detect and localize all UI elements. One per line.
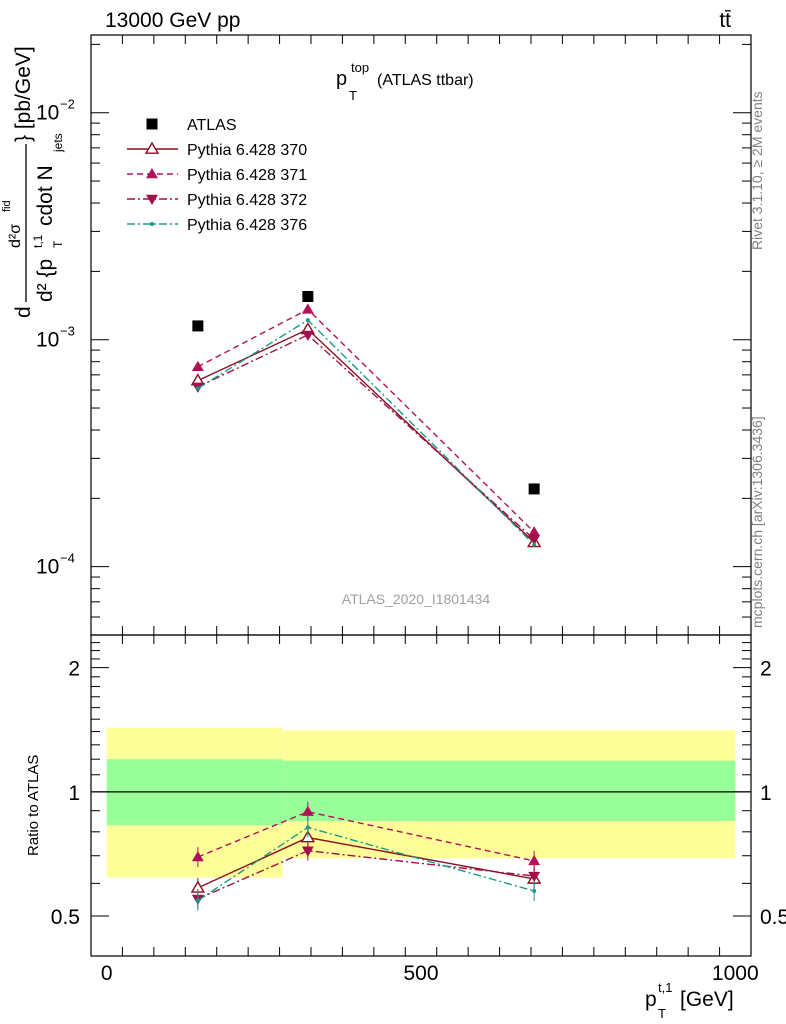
ylabel-denominator: d² {p <box>34 259 57 302</box>
ratio-ytick-label: 1 <box>68 782 80 805</box>
legend-label-3: Pythia 6.428 372 <box>187 192 307 209</box>
x-tick-label: 1000 <box>712 962 759 985</box>
ratio-ytick-label: 2 <box>68 658 80 681</box>
upper-series-2-point <box>528 526 541 537</box>
legend-label-2: Pythia 6.428 371 <box>187 167 307 184</box>
upper-series-line-2 <box>197 308 535 533</box>
upper-ytick-exp: −4 <box>60 551 75 566</box>
x-tick-label: 500 <box>403 962 438 985</box>
ratio-series-2-point <box>528 871 541 883</box>
x-tick-label: 0 <box>101 962 113 985</box>
upper-series-line-4 <box>197 319 535 546</box>
ratio-ylabel: Ratio to ATLAS <box>25 755 42 856</box>
ratio-series-1-point <box>301 805 314 816</box>
ylabel-denominator-sub2: jets <box>51 133 65 153</box>
ratio-band-green-1 <box>282 760 736 821</box>
upper-series-line-3 <box>197 334 535 540</box>
ratio-series-3-point <box>195 898 200 903</box>
xlabel-main: p <box>645 988 657 1011</box>
ratio-ytick-label: 0.5 <box>51 906 80 929</box>
ylabel-d: d <box>12 306 35 318</box>
upper-series-2-point <box>301 303 314 314</box>
ratio-series-1-point <box>191 851 204 862</box>
legend-marker-2 <box>146 168 158 179</box>
upper-ytick-label: 10 <box>36 102 59 125</box>
ratio-series-3-point <box>532 888 537 893</box>
ylabel-numerator: d²σ <box>7 224 24 248</box>
ratio-series-1-point <box>528 854 541 866</box>
title-sub: T <box>349 88 357 103</box>
ratio-bands <box>91 727 751 878</box>
ratio-ytick-label-right: 1 <box>760 782 772 805</box>
xlabel-unit: [GeV] <box>680 988 734 1011</box>
legend-marker-4 <box>150 222 154 226</box>
upper-ytick-label: 10 <box>36 329 59 352</box>
header-left: 13000 GeV pp <box>105 9 240 32</box>
ylabel-denominator-sub: T <box>51 240 65 248</box>
ratio-series-3-point <box>305 825 310 830</box>
series-layer <box>190 290 542 911</box>
upper-series-2-point <box>191 360 204 371</box>
legend: ATLAS Pythia 6.428 370 Pythia 6.428 371 Pyt… <box>127 117 307 234</box>
title-main: p <box>336 68 347 90</box>
legend-label-4: Pythia 6.428 376 <box>187 217 307 234</box>
ylabel-denominator-rest: cdot N <box>34 165 57 226</box>
upper-ytick-exp: −2 <box>60 97 75 112</box>
title-sup: top <box>351 60 369 75</box>
ratio-ytick-label-right: 2 <box>760 658 772 681</box>
xlabel-sub: T <box>658 1006 666 1021</box>
mcplots-label: mcplots.cern.ch [arXiv:1306.3436] <box>749 416 765 628</box>
legend-marker-1 <box>144 141 160 154</box>
ratio-ytick-label-right: 0.5 <box>760 906 786 929</box>
upper-series-4-point <box>305 318 310 323</box>
legend-label-1: Pythia 6.428 370 <box>187 142 307 159</box>
ylabel-numerator-sup: fid <box>1 200 13 212</box>
axis-ticks: 10−410−310 −20.5 0.51 12 20 500 1000 <box>36 35 786 985</box>
ratio-series-line-1 <box>197 810 535 862</box>
upper-series-4-point <box>532 542 537 547</box>
header-right: tt̄ <box>719 9 731 32</box>
ylabel-denominator-sup: t,1 <box>31 234 45 248</box>
upper-series-4-point <box>195 386 200 391</box>
x-axis-label: p t,1 T [GeV] <box>645 980 734 1021</box>
legend-marker-0 <box>146 118 158 130</box>
upper-series-3-point <box>528 535 541 546</box>
plot-title: p top T (ATLAS ttbar) <box>336 60 474 103</box>
xlabel-sup: t,1 <box>658 980 672 995</box>
upper-series-3-point <box>301 330 314 341</box>
upper-series-line-1 <box>197 328 535 543</box>
legend-marker-3 <box>146 194 158 205</box>
upper-series-0-point <box>302 290 314 302</box>
upper-series-0-point <box>528 483 540 495</box>
upper-series-0-point <box>192 320 204 332</box>
upper-ytick-exp: −3 <box>60 324 75 339</box>
upper-ylabel: d d²σ fid d² {p t,1 T cdot N jets } [pb/… <box>1 46 65 318</box>
legend-label-0: ATLAS <box>187 117 237 134</box>
ratio-frame <box>90 634 752 957</box>
ratio-series-2-point <box>301 846 314 857</box>
rivet-label: Rivet 3.1.10, ≥ 2M events <box>749 91 765 250</box>
title-rest: (ATLAS ttbar) <box>377 72 474 89</box>
analysis-watermark: ATLAS_2020_I1801434 <box>342 591 491 607</box>
upper-ytick-label: 10 <box>36 556 59 579</box>
ylabel-unit: } [pb/GeV] <box>12 46 35 142</box>
